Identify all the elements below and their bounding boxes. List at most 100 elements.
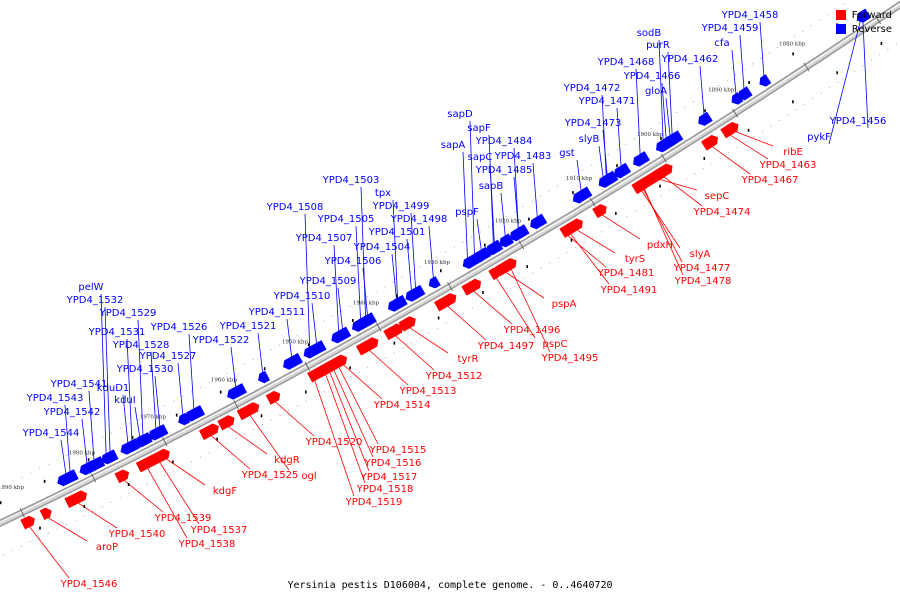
reverse-gene-label: YPD4_1499 — [372, 201, 430, 212]
reverse-gene-arrow — [665, 133, 678, 147]
reverse-gene-label: YPD4_1458 — [721, 10, 779, 21]
reverse-gene-label: sapF — [467, 123, 491, 134]
reverse-gene-label: YPD4_1509 — [299, 276, 357, 287]
forward-gene-leader — [248, 413, 290, 471]
forward-gene-leader — [122, 478, 164, 513]
reverse-gene-leader — [410, 212, 416, 290]
reverse-gene-leader — [188, 333, 195, 411]
forward-gene-leader — [324, 373, 366, 484]
reverse-gene-arrow — [57, 469, 78, 487]
feature-marker — [0, 501, 2, 505]
reverse-gene-arrow — [258, 370, 271, 384]
reverse-gene-label: YPD4_1485 — [475, 165, 533, 176]
reverse-gene-leader — [362, 267, 368, 317]
reverse-gene-label: YPD4_1532 — [66, 295, 124, 306]
reverse-gene-leader — [513, 176, 519, 230]
forward-gene-arrow — [307, 369, 320, 383]
forward-gene-arrow — [720, 124, 735, 139]
feature-marker — [87, 458, 90, 462]
forward-gene-leader — [313, 379, 355, 497]
legend-reverse: Reverse — [835, 22, 892, 36]
legend-forward: Forward — [835, 8, 892, 22]
reverse-gene-leader — [81, 418, 88, 465]
feature-marker — [528, 217, 530, 221]
reverse-gene-label: YPD4_1471 — [578, 96, 636, 107]
reverse-gene-label: tpx — [375, 188, 391, 199]
reverse-gene-label: YPD4_1503 — [322, 175, 380, 186]
reverse-gene-label: sapB — [479, 181, 504, 192]
reverse-gene-label: YPD4_1542 — [43, 407, 101, 418]
reverse-gene-leader — [122, 394, 129, 445]
forward-gene-arrow — [217, 415, 235, 431]
forward-gene-label: YPD4_1467 — [741, 175, 799, 186]
feature-marker — [748, 81, 750, 84]
reverse-gene-arrow — [513, 226, 526, 239]
feature-marker — [131, 436, 134, 440]
reverse-gene-leader — [598, 145, 604, 179]
reverse-gene-leader — [392, 199, 398, 300]
reverse-gene-leader — [739, 34, 745, 91]
tick-mark — [589, 197, 596, 207]
reverse-gene-arrow — [120, 439, 138, 455]
forward-gene-label: YPD4_1546 — [60, 579, 118, 590]
reverse-gene-label: YPD4_1521 — [219, 321, 277, 332]
genome-backbone-highlight — [0, 0, 900, 527]
reverse-gene-label: sapC — [468, 152, 493, 163]
tick-mark — [19, 507, 25, 518]
forward-gene-leader — [566, 234, 607, 268]
reverse-gene-leader — [137, 319, 144, 437]
forward-gene-label: aroP — [96, 542, 118, 553]
reverse-gene-leader — [391, 253, 397, 301]
reverse-gene-label: YPD4_1544 — [22, 428, 80, 439]
reverse-gene-arrow — [362, 313, 375, 326]
forward-gene-label: YPD4_1538 — [178, 539, 236, 550]
feature-marker — [792, 52, 794, 56]
reverse-gene-label: YPD4_1504 — [353, 242, 411, 253]
forward-gene-label: pdxH — [647, 240, 673, 251]
reverse-gene-label: YPD4_1483 — [494, 151, 552, 162]
reverse-gene-arrow — [572, 186, 593, 204]
forward-gene-arrow — [433, 293, 457, 312]
tick-label: 1900 kbp — [637, 132, 664, 138]
forward-gene-label: YPD4_1537 — [190, 525, 248, 536]
forward-gene-leader — [328, 370, 370, 472]
forward-gene-label: YPD4_1518 — [356, 484, 414, 495]
feature-marker — [349, 366, 351, 370]
reverse-gene-label: YPD4_1462 — [661, 54, 719, 65]
reverse-gene-leader — [104, 306, 111, 454]
reverse-gene-leader — [150, 351, 157, 430]
forward-gene-arrow — [488, 267, 501, 281]
forward-gene-arrow — [64, 490, 88, 509]
reverse-gene-label: YPD4_1526 — [150, 322, 208, 333]
forward-gene-label: YPD4_1517 — [360, 472, 418, 483]
forward-gene-label: YPD4_1463 — [759, 160, 817, 171]
forward-gene-leader — [643, 187, 684, 276]
reverse-gene-leader — [828, 12, 863, 145]
reverse-gene-arrow — [227, 383, 248, 400]
reverse-gene-arrow — [79, 460, 97, 476]
forward-gene-arrow — [650, 163, 673, 183]
reverse-gene-leader — [360, 186, 366, 318]
forward-gene-label: YPD4_1495 — [541, 353, 599, 364]
outer-dot-rail — [0, 0, 851, 489]
feature-marker — [615, 211, 617, 215]
forward-gene-leader — [28, 525, 70, 579]
forward-gene-label: YPD4_1514 — [373, 400, 431, 411]
forward-gene-label: kdgF — [213, 486, 237, 497]
forward-swatch — [835, 10, 846, 20]
feature-marker — [526, 265, 528, 269]
feature-marker — [616, 164, 618, 168]
reverse-gene-leader — [635, 68, 641, 157]
reverse-gene-label: YPD4_1531 — [88, 327, 146, 338]
forward-gene-leader — [368, 349, 409, 386]
reverse-gene-label: pykF — [807, 132, 831, 143]
feature-marker — [703, 157, 706, 160]
reverse-gene-label: YPD4_1501 — [368, 227, 426, 238]
feature-marker — [437, 316, 440, 320]
tick-label: 1950 kbp — [282, 340, 309, 346]
reverse-gene-leader — [100, 293, 107, 456]
feature-marker — [219, 390, 222, 394]
reverse-gene-label: YPD4_1473 — [564, 118, 622, 129]
forward-gene-leader — [226, 425, 268, 455]
